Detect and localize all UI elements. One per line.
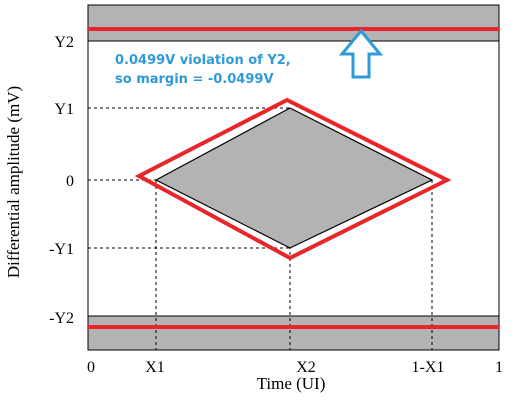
x-tick-label: X1 — [145, 359, 165, 376]
x-tick-label: 0 — [87, 359, 95, 376]
y-tick-label: 0 — [66, 173, 74, 190]
x-tick-label: X2 — [296, 359, 316, 376]
annotation-line-1: 0.0499V violation of Y2, — [115, 53, 291, 68]
annotation-line-2: so margin = -0.0499V — [115, 72, 274, 87]
x-tick-label: 1 — [495, 359, 503, 376]
y-axis-title: Differential amplitude (mV) — [4, 86, 23, 278]
inner-mask-diamond — [154, 107, 434, 249]
x-axis-title: Time (UI) — [257, 374, 326, 393]
up-arrow-icon — [338, 28, 384, 79]
y-tick-label: -Y2 — [49, 310, 74, 327]
x-tick-label: 1-X1 — [412, 359, 445, 376]
top-mask-region — [87, 4, 500, 42]
bottom-mask-region — [87, 315, 500, 351]
y-tick-label: Y2 — [54, 34, 74, 51]
eye-outline — [134, 97, 452, 261]
y-tick-label: -Y1 — [49, 241, 74, 258]
y-tick-label: Y1 — [54, 101, 74, 118]
